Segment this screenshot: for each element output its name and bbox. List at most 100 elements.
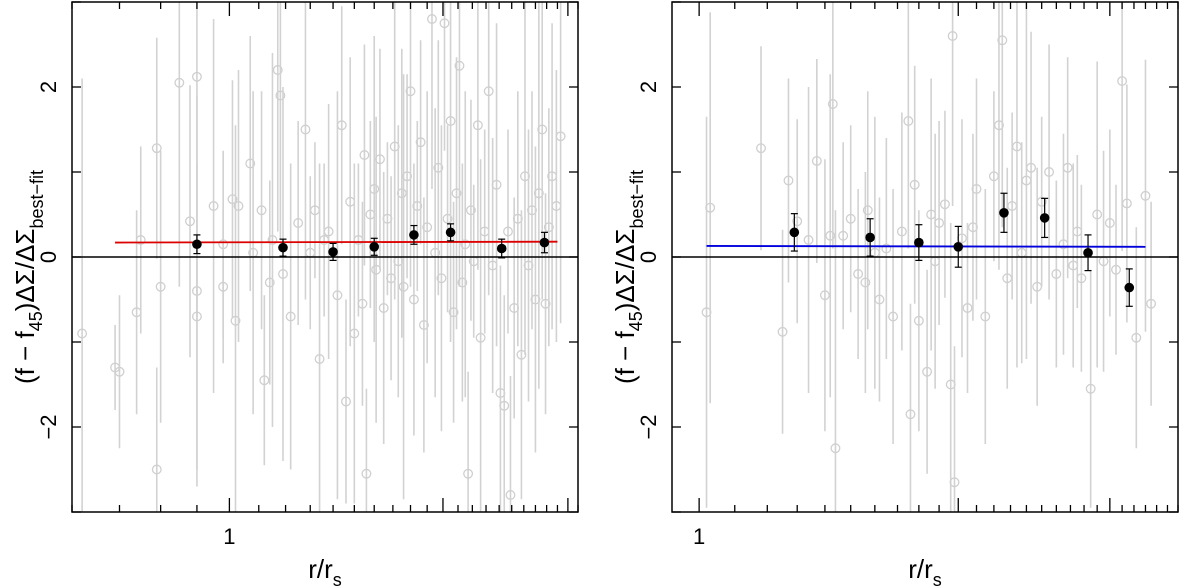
y-tick-label: −2 (36, 414, 61, 439)
scatter-point (463, 468, 474, 479)
binned-point (539, 237, 550, 248)
binned-point (328, 247, 338, 257)
scatter-point (465, 205, 476, 216)
scatter-point (369, 184, 380, 194)
x-tick-label: 1 (223, 524, 235, 549)
scatter-point (1131, 332, 1142, 343)
x-axis-label-main: r/r (308, 554, 333, 584)
binned-point (999, 208, 1009, 218)
scatter-point (151, 143, 162, 154)
x-axis-label-main: r/r (908, 554, 933, 584)
scatter-point (803, 235, 814, 245)
scatter-point (174, 77, 185, 88)
scatter-point (405, 86, 416, 97)
scatter-point (293, 218, 304, 228)
scatter-point (777, 326, 788, 337)
scatter-point (267, 235, 278, 245)
scatter-point (537, 124, 548, 135)
x-axis-label: r/rs (908, 554, 942, 587)
scatter-point (845, 213, 856, 224)
scatter-point (994, 120, 1004, 131)
binned-point (914, 237, 924, 248)
scatter-point (896, 226, 907, 237)
scatter-point (191, 71, 202, 82)
fit-line (115, 240, 558, 244)
scatter-point (300, 124, 311, 135)
scatter-point (980, 311, 991, 322)
scatter-point (1104, 218, 1115, 228)
scatter-point (913, 315, 924, 326)
binned-points-layer (192, 223, 550, 261)
scatter-point (1044, 167, 1055, 177)
scatter-point (503, 226, 513, 237)
scatter-point (1146, 298, 1157, 309)
scatter-point (505, 490, 516, 500)
scatter-point (838, 230, 849, 241)
y-tick-label: −2 (636, 414, 661, 439)
scatter-point (934, 218, 945, 228)
scatter-point (483, 86, 494, 97)
scatter-point (939, 199, 950, 210)
scatter-point (357, 298, 368, 309)
scatter-point (155, 281, 166, 292)
scatter-point (151, 464, 162, 475)
fit-line (706, 245, 1146, 248)
scatter-point (1092, 209, 1103, 220)
binned-point (409, 230, 419, 240)
binned-point (445, 227, 456, 238)
scatter-point (830, 443, 841, 454)
scatter-point (888, 311, 899, 322)
binned-point (1083, 247, 1093, 258)
scatter-point (540, 298, 551, 309)
scatter-point (433, 162, 444, 173)
scatter-point (499, 400, 510, 411)
scatter-point (336, 120, 347, 131)
scatter-point (947, 31, 958, 41)
binned-point (865, 232, 875, 243)
scatter-points-layer (77, 2, 566, 512)
scatter-point (349, 328, 360, 339)
scatter-point (853, 269, 864, 279)
scatter-points-layer (701, 2, 1157, 512)
scatter-point (191, 311, 202, 322)
binned-point (278, 242, 288, 253)
scatter-point (264, 277, 275, 288)
scatter-point (185, 216, 195, 227)
scatter-point (218, 281, 229, 292)
scatter-point (543, 222, 554, 233)
axis-ticks: −2 0 2 1 (36, 1, 579, 549)
y-axis-label: (f − f45)ΔΣ/ΔΣbest−fit (10, 170, 47, 384)
scatter-point (451, 188, 462, 199)
scatter-point (874, 294, 885, 305)
scatter-point (439, 18, 450, 29)
scatter-point (825, 230, 836, 241)
scatter-point (135, 235, 146, 245)
binned-point (953, 242, 964, 252)
binned-point (192, 239, 202, 250)
scatter-point (398, 281, 409, 292)
scatter-point (442, 213, 453, 224)
scatter-point (475, 332, 486, 343)
scatter-point (1076, 273, 1087, 284)
scatter-point (881, 243, 892, 254)
scatter-point (378, 303, 389, 313)
binned-points-layer (789, 192, 1135, 307)
scatter-point (1121, 198, 1132, 209)
scatter-point (332, 290, 343, 301)
scatter-point (523, 260, 534, 271)
scatter-point (233, 201, 244, 211)
y-tick-label: 0 (36, 251, 61, 263)
x-axis-label-sub: s (933, 570, 942, 587)
scatter-point (230, 315, 241, 326)
scatter-point (1111, 264, 1121, 275)
scatter-point (412, 201, 423, 211)
binned-point (496, 243, 507, 254)
binned-point (789, 227, 800, 238)
scatter-point (905, 409, 916, 420)
scatter-point (1026, 162, 1037, 173)
x-axis-label: r/rs (308, 554, 342, 587)
right-panel: −2 0 2 1 r/rs (f − f45)ΔΣ/ΔΣbest−fit (610, 1, 1179, 587)
scatter-point (245, 158, 256, 169)
binned-point (1124, 282, 1135, 293)
